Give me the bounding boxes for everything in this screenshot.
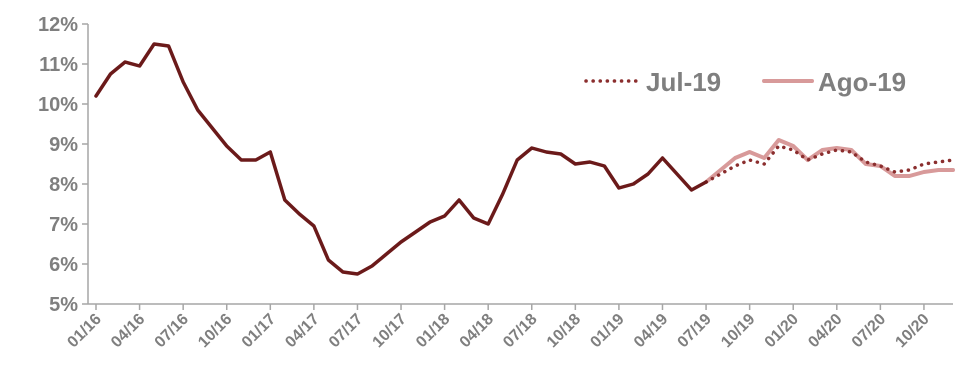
x-tick-label: 10/19: [718, 311, 758, 351]
x-tick-label: 07/18: [500, 311, 540, 351]
axes: [87, 24, 953, 305]
x-tick-label: 01/17: [239, 311, 279, 351]
x-tick-label: 07/20: [849, 311, 889, 351]
y-tick-label: 11%: [39, 54, 78, 76]
y-tick-label: 7%: [49, 214, 78, 236]
y-tick-label: 12%: [38, 14, 78, 36]
y-tick-label: 6%: [49, 254, 78, 276]
y-tick-label: 5%: [49, 294, 78, 316]
y-tick-labels: 5% 6% 7% 8% 9% 10% 11% 12%: [38, 14, 88, 316]
x-tick-label: 07/19: [675, 311, 715, 351]
x-tick-label: 04/20: [805, 311, 845, 351]
y-tick-label: 8%: [49, 174, 78, 196]
y-tick-label: 9%: [49, 134, 78, 156]
legend-label-jul-19: Jul-19: [646, 67, 721, 97]
series-line-jul-19: [704, 144, 955, 184]
x-tick-label: 01/16: [64, 311, 104, 351]
legend-label-ago-19: Ago-19: [818, 67, 906, 97]
x-tick-label: 10/18: [544, 311, 584, 351]
y-tick-label: 10%: [38, 94, 78, 116]
x-tick-label: 10/16: [195, 311, 235, 351]
x-tick-label: 10/17: [370, 311, 410, 351]
x-tick-label: 01/18: [413, 311, 453, 351]
x-tick-label: 04/17: [282, 311, 322, 351]
x-tick-label: 04/16: [108, 311, 148, 351]
legend: Jul-19 Ago-19: [584, 67, 906, 97]
x-tick-label: 01/20: [762, 311, 802, 351]
x-tick-label: 04/19: [631, 311, 671, 351]
series-line-history: [94, 42, 708, 276]
x-tick-label: 01/19: [587, 311, 627, 351]
series-lines: [94, 42, 955, 276]
x-tick-label: 07/17: [326, 311, 366, 351]
x-tick-labels: 01/16 04/16 07/16 10/16 01/17 04/17 07/17 10/17…: [64, 304, 933, 351]
x-tick-label: 04/18: [457, 311, 497, 351]
x-tick-label: 07/16: [152, 311, 192, 351]
series-line-ago-19: [704, 138, 955, 184]
x-tick-label: 10/20: [892, 311, 932, 351]
